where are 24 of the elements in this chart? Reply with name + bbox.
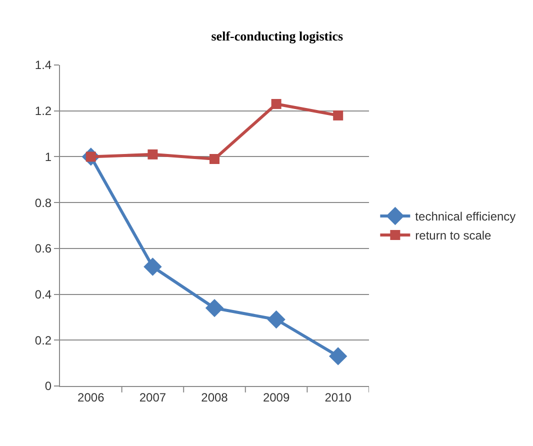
point bbox=[144, 258, 162, 276]
x-tick-label: 2010 bbox=[324, 390, 352, 404]
x-tick-label: 2008 bbox=[201, 390, 228, 404]
y-tick-label: 0 bbox=[44, 379, 52, 394]
y-tick-label: 1.4 bbox=[34, 58, 52, 72]
y-tick-label: 0.8 bbox=[34, 196, 52, 210]
point bbox=[210, 154, 220, 164]
y-tick-label: 0.6 bbox=[34, 242, 52, 256]
point bbox=[205, 298, 224, 318]
legend-label: technical efficiency bbox=[415, 210, 516, 224]
point bbox=[271, 98, 282, 109]
chart-title: self-conducting logistics bbox=[211, 28, 344, 44]
point bbox=[333, 110, 344, 120]
point bbox=[329, 347, 348, 366]
y-tick-label: 1 bbox=[44, 150, 52, 164]
x-tick-label: 2006 bbox=[78, 390, 105, 404]
x-tick-label: 2007 bbox=[139, 390, 166, 404]
y-tick-label: 0.2 bbox=[34, 333, 52, 348]
legend-label: return to scale bbox=[415, 228, 492, 243]
y-tick-label: 0.4 bbox=[34, 287, 52, 302]
point bbox=[267, 310, 286, 329]
point bbox=[148, 149, 158, 160]
x-tick-label: 2009 bbox=[262, 390, 290, 404]
y-tick-label: 1.2 bbox=[34, 104, 52, 118]
